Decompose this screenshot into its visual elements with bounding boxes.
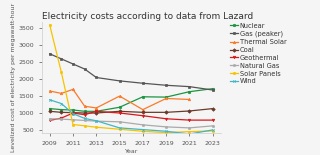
Coal (48, 110, 52, 112)
Text: Electricity costs according to data from Lazard: Electricity costs according to data from… (42, 12, 253, 21)
X-axis label: Year: Year (124, 149, 138, 154)
Line: Nuclear: Nuclear (49, 87, 214, 113)
Nuclear (211, 88, 215, 90)
Gas (peaker) (48, 53, 52, 55)
Geothermal (211, 119, 215, 121)
Geothermal (118, 112, 122, 114)
Nuclear (141, 96, 145, 98)
Gas (peaker) (164, 84, 168, 86)
Natural Gas (164, 126, 168, 128)
Thermal Solar (188, 99, 191, 100)
Natural Gas (83, 120, 87, 121)
Natural Gas (141, 124, 145, 126)
Geothermal (188, 119, 191, 121)
Thermal Solar (141, 109, 145, 111)
Coal (211, 108, 215, 110)
Geothermal (83, 114, 87, 116)
Geothermal (60, 117, 63, 119)
Nuclear (71, 109, 75, 111)
Nuclear (118, 106, 122, 108)
Coal (164, 111, 168, 113)
Nuclear (60, 109, 63, 111)
Coal (141, 111, 145, 113)
Wind (60, 103, 63, 104)
Coal (60, 111, 63, 113)
Line: Gas (peaker): Gas (peaker) (49, 53, 214, 91)
Thermal Solar (94, 107, 98, 109)
Coal (188, 110, 191, 112)
Gas (peaker) (60, 58, 63, 60)
Coal (83, 112, 87, 114)
Geothermal (141, 115, 145, 117)
Nuclear (83, 110, 87, 112)
Natural Gas (211, 125, 215, 127)
Coal (118, 110, 122, 112)
Wind (141, 129, 145, 131)
Wind (188, 133, 191, 135)
Natural Gas (118, 121, 122, 123)
Wind (71, 113, 75, 115)
Wind (48, 99, 52, 101)
Natural Gas (60, 118, 63, 120)
Solar Panels (60, 71, 63, 73)
Geothermal (71, 112, 75, 114)
Line: Coal: Coal (49, 107, 214, 114)
Natural Gas (48, 118, 52, 120)
Line: Solar Panels: Solar Panels (49, 24, 214, 134)
Geothermal (94, 110, 98, 112)
Line: Geothermal: Geothermal (49, 110, 214, 122)
Thermal Solar (83, 105, 87, 107)
Thermal Solar (71, 88, 75, 90)
Gas (peaker) (188, 86, 191, 88)
Thermal Solar (60, 93, 63, 94)
Wind (94, 120, 98, 122)
Natural Gas (188, 127, 191, 129)
Nuclear (94, 110, 98, 112)
Thermal Solar (48, 90, 52, 92)
Coal (94, 112, 98, 114)
Thermal Solar (118, 95, 122, 97)
Solar Panels (118, 128, 122, 130)
Gas (peaker) (118, 80, 122, 82)
Gas (peaker) (94, 77, 98, 78)
Solar Panels (211, 130, 215, 132)
Solar Panels (83, 125, 87, 127)
Nuclear (188, 91, 191, 93)
Wind (118, 127, 122, 129)
Gas (peaker) (83, 68, 87, 70)
Gas (peaker) (141, 82, 145, 84)
Thermal Solar (164, 97, 168, 99)
Natural Gas (94, 120, 98, 122)
Nuclear (48, 108, 52, 110)
Solar Panels (188, 131, 191, 133)
Solar Panels (48, 24, 52, 26)
Wind (164, 130, 168, 132)
Wind (83, 117, 87, 119)
Solar Panels (94, 126, 98, 128)
Solar Panels (71, 124, 75, 125)
Line: Thermal Solar: Thermal Solar (49, 88, 191, 111)
Legend: Nuclear, Gas (peaker), Thermal Solar, Coal, Geothermal, Natural Gas, Solar Panel: Nuclear, Gas (peaker), Thermal Solar, Co… (229, 23, 286, 84)
Coal (71, 112, 75, 114)
Geothermal (48, 120, 52, 121)
Wind (211, 129, 215, 131)
Gas (peaker) (71, 63, 75, 65)
Line: Wind: Wind (49, 99, 214, 135)
Solar Panels (141, 130, 145, 132)
Gas (peaker) (211, 89, 215, 91)
Solar Panels (164, 132, 168, 134)
Y-axis label: Levelized cost of electricity per megawatt-hour: Levelized cost of electricity per megawa… (11, 3, 16, 152)
Geothermal (164, 118, 168, 120)
Nuclear (164, 96, 168, 98)
Line: Natural Gas: Natural Gas (49, 117, 214, 129)
Natural Gas (71, 119, 75, 121)
